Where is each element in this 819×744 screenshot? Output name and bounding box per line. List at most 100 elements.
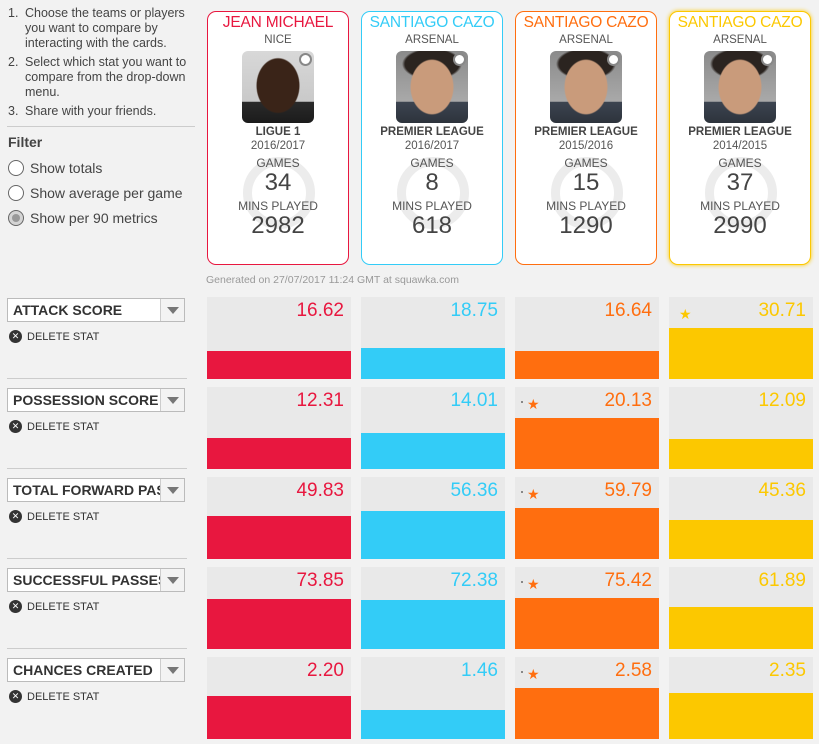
card-stats: GAMES 15 MINS PLAYED 1290 [516,157,656,257]
club-name: NICE [264,34,292,46]
stat-value: 20.13 [604,390,652,411]
chevron-down-icon[interactable] [160,299,184,321]
stat-cell: 30.71 ★ [669,297,813,379]
stat-cell: 2.20 [207,657,351,739]
season: 2016/2017 [404,140,460,152]
delete-stat-button[interactable]: ✕ DELETE STAT [9,690,99,703]
radio-button[interactable] [8,210,24,226]
player-photo[interactable] [704,51,776,123]
marker-dot [521,401,523,403]
stat-value: 12.31 [296,390,344,411]
filter-option-totals[interactable]: Show totals [8,160,102,176]
player-card[interactable]: SANTIAGO CAZO ARSENAL PREMIER LEAGUE 2016/2… [361,11,503,265]
card-stats: GAMES 34 MINS PLAYED 2982 [208,157,348,257]
stat-cell: 2.35 [669,657,813,739]
stat-dropdown-total-forward-passes[interactable]: TOTAL FORWARD PASSES [7,478,185,502]
player-card[interactable]: SANTIAGO CAZO ARSENAL PREMIER LEAGUE 2015/2… [515,11,657,265]
refresh-icon[interactable] [607,53,620,66]
stat-value: 61.89 [758,570,806,591]
season: 2016/2017 [250,140,306,152]
stat-cell: 16.62 [207,297,351,379]
stat-cell: 2.58 ★ [515,657,659,739]
player-name: JEAN MICHAEL [222,14,334,31]
stat-value: 1.46 [461,660,498,681]
player-card[interactable]: SANTIAGO CAZO ARSENAL PREMIER LEAGUE 2014/2… [669,11,811,265]
player-card[interactable]: JEAN MICHAEL NICE LIGUE 1 2016/2017 GAMES 34 M… [207,11,349,265]
star-icon: ★ [527,576,540,592]
delete-icon[interactable]: ✕ [9,690,22,703]
refresh-icon[interactable] [761,53,774,66]
mins-played-value: 1290 [559,212,613,239]
stat-cell: 16.64 [515,297,659,379]
delete-icon[interactable]: ✕ [9,510,22,523]
stat-dropdown-label: TOTAL FORWARD PASSES [13,482,160,498]
chevron-down-icon[interactable] [160,569,184,591]
stat-bar [361,348,505,379]
stat-bar [669,439,813,469]
stat-dropdown-possession-score[interactable]: POSSESSION SCORE [7,388,185,412]
instruction-text: Select which stat you want to compare fr… [25,55,187,99]
season: 2015/2016 [558,140,614,152]
mins-played-label: MINS PLAYED [700,199,780,213]
star-icon: ★ [527,666,540,682]
delete-icon[interactable]: ✕ [9,600,22,613]
stat-dropdown-successful-passes[interactable]: SUCCESSFUL PASSES [7,568,185,592]
stat-dropdown-label: POSSESSION SCORE [13,392,159,408]
delete-stat-button[interactable]: ✕ DELETE STAT [9,330,99,343]
ring-graphic [705,157,777,229]
stat-value: 56.36 [450,480,498,501]
mins-played-label: MINS PLAYED [238,199,318,213]
marker-dot [521,491,523,493]
star-icon: ★ [527,486,540,502]
delete-stat-label: DELETE STAT [27,510,100,523]
club-name: ARSENAL [559,34,613,46]
star-icon: ★ [527,396,540,412]
delete-stat-button[interactable]: ✕ DELETE STAT [9,600,99,613]
games-label: GAMES [718,156,762,170]
divider [7,378,187,379]
stat-bar [361,433,505,469]
delete-stat-label: DELETE STAT [27,330,100,343]
stat-dropdown-label: ATTACK SCORE [13,302,123,318]
stat-dropdown-label: SUCCESSFUL PASSES [13,572,160,588]
stat-bar [515,351,659,379]
delete-icon[interactable]: ✕ [9,420,22,433]
league-name: PREMIER LEAGUE [688,126,792,138]
mins-played-label: MINS PLAYED [392,199,472,213]
player-photo[interactable] [396,51,468,123]
filter-title: Filter [8,134,43,150]
filter-option-label: Show per 90 metrics [30,210,158,226]
divider [7,648,187,649]
games-label: GAMES [410,156,454,170]
delete-icon[interactable]: ✕ [9,330,22,343]
stat-dropdown-chances-created[interactable]: CHANCES CREATED [7,658,185,682]
stat-value: 12.09 [758,390,806,411]
stat-value: 2.58 [615,660,652,681]
stat-bar [207,351,351,379]
chevron-down-icon[interactable] [160,389,184,411]
player-name: SANTIAGO CAZO [523,14,649,31]
radio-button[interactable] [8,185,24,201]
delete-stat-button[interactable]: ✕ DELETE STAT [9,510,99,523]
filter-option-per90[interactable]: Show per 90 metrics [8,210,158,226]
games-value: 8 [425,169,439,196]
radio-button[interactable] [8,160,24,176]
refresh-icon[interactable] [299,53,312,66]
stat-dropdown-attack-score[interactable]: ATTACK SCORE [7,298,185,322]
player-name: SANTIAGO CAZO [677,14,803,31]
refresh-icon[interactable] [453,53,466,66]
chevron-down-icon[interactable] [160,479,184,501]
player-photo[interactable] [242,51,314,123]
mins-played-value: 2982 [251,212,305,239]
stat-value: 72.38 [450,570,498,591]
delete-stat-button[interactable]: ✕ DELETE STAT [9,420,99,433]
chevron-down-icon[interactable] [160,659,184,681]
player-photo[interactable] [550,51,622,123]
generated-note: Generated on 27/07/2017 11:24 GMT at squ… [206,274,459,286]
stat-bar [207,438,351,469]
stat-cell: 18.75 [361,297,505,379]
filter-option-average[interactable]: Show average per game [8,185,183,201]
mins-played-value: 618 [411,212,453,239]
stat-cell: 56.36 [361,477,505,559]
stat-bar [515,418,659,469]
